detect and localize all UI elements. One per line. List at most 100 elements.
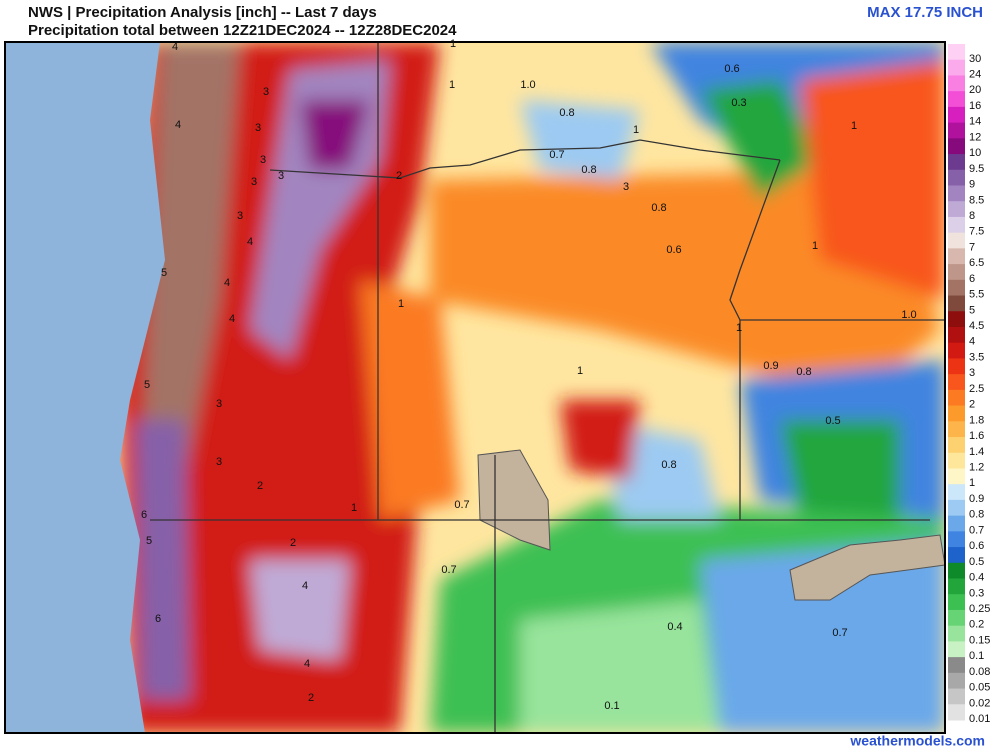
legend-swatch [948, 704, 965, 721]
legend-swatch [948, 609, 965, 627]
legend-label: 9 [969, 179, 975, 191]
legend-swatch [948, 342, 965, 359]
contour-label: 1 [736, 322, 742, 334]
legend-label: 6.5 [969, 257, 984, 269]
contour-label: 0.8 [661, 459, 676, 471]
legend-label: 0.5 [969, 556, 984, 568]
legend-label: 30 [969, 53, 981, 65]
legend-swatch [948, 138, 965, 155]
contour-label: 0.8 [581, 164, 596, 176]
contour-label: 1.0 [520, 79, 535, 91]
contour-label: 3 [255, 122, 261, 134]
contour-label: 4 [304, 658, 310, 670]
legend-label: 0.2 [969, 619, 984, 631]
legend-swatch [948, 468, 965, 485]
legend-swatch [948, 201, 965, 218]
contour-label: 0.7 [441, 564, 456, 576]
legend-label: 0.1 [969, 650, 984, 662]
legend-label: 1.6 [969, 430, 984, 442]
legend-swatch [948, 499, 965, 517]
contour-label: 1 [351, 502, 357, 514]
legend-label: 12 [969, 131, 981, 143]
legend-label: 8 [969, 210, 975, 222]
legend-label: 2.5 [969, 383, 984, 395]
contour-label: 2 [257, 480, 263, 492]
contour-label: 6 [141, 509, 147, 521]
legend-label: 24 [969, 68, 981, 80]
legend-label: 9.5 [969, 163, 984, 175]
legend-label: 5.5 [969, 289, 984, 301]
legend-swatch [948, 421, 965, 438]
contour-label: 0.6 [724, 63, 739, 75]
legend-label: 0.4 [969, 572, 984, 584]
legend-label: 5 [969, 304, 975, 316]
legend-swatch [948, 437, 965, 454]
legend-swatch [948, 264, 965, 281]
legend-label: 7.5 [969, 226, 984, 238]
legend-swatch [948, 562, 965, 580]
contour-label: 1 [633, 124, 639, 136]
legend-label: 0.9 [969, 493, 984, 505]
legend-swatch [948, 374, 965, 391]
legend-label: 20 [969, 84, 981, 96]
legend-label: 0.7 [969, 524, 984, 536]
contour-label: 0.7 [832, 627, 847, 639]
contour-label: 5 [144, 379, 150, 391]
legend-swatch [948, 578, 965, 595]
contour-label: 1 [450, 38, 456, 50]
legend-swatch [948, 389, 965, 407]
legend-label: 1.4 [969, 446, 984, 458]
map-frame [4, 41, 946, 734]
legend-label: 4 [969, 336, 975, 348]
legend-swatch [948, 75, 965, 92]
contour-label: 1 [398, 298, 404, 310]
legend-label: 0.15 [969, 634, 990, 646]
site-credit: weathermodels.com [849, 733, 985, 749]
contour-label: 0.5 [825, 415, 840, 427]
legend-swatch [948, 232, 965, 249]
contour-label: 0.1 [604, 700, 619, 712]
legend-swatch [948, 547, 965, 564]
contour-label: 0.8 [651, 202, 666, 214]
contour-label: 4 [224, 277, 230, 289]
contour-label: 5 [161, 267, 167, 279]
contour-label: 0.8 [559, 107, 574, 119]
legend-swatch [948, 405, 965, 422]
contour-label: 0.3 [731, 97, 746, 109]
map [5, 42, 945, 733]
legend-swatch [948, 154, 965, 171]
legend-swatch [948, 358, 965, 375]
contour-label: 1 [577, 365, 583, 377]
legend-label: 0.8 [969, 509, 984, 521]
legend-label: 8.5 [969, 194, 984, 206]
legend-swatch [948, 484, 965, 501]
legend-swatch [948, 672, 965, 690]
contour-label: 3 [216, 456, 222, 468]
legend-swatch [948, 326, 965, 344]
legend-label: 7 [969, 241, 975, 253]
legend-label: 6 [969, 273, 975, 285]
contour-label: 4 [229, 313, 235, 325]
legend-label: 1.8 [969, 414, 984, 426]
legend-label: 0.01 [969, 713, 990, 725]
legend-swatch [948, 295, 965, 312]
contour-label: 4 [247, 236, 253, 248]
legend-swatch [948, 688, 965, 705]
contour-label: 3 [216, 398, 222, 410]
legend-swatch [948, 185, 965, 202]
contour-label: 0.4 [667, 621, 682, 633]
contour-label: 3 [623, 181, 629, 193]
legend-swatch [948, 594, 965, 611]
title-line-1: NWS | Precipitation Analysis [inch] -- L… [28, 4, 377, 21]
legend: 302420161412109.598.587.576.565.554.543.… [948, 44, 990, 725]
legend-swatch [948, 657, 965, 674]
contour-label: 3 [251, 176, 257, 188]
title-line-2: Precipitation total between 12Z21DEC2024… [28, 22, 457, 39]
contour-label: 4 [302, 580, 308, 592]
contour-label: 4 [172, 41, 178, 53]
legend-label: 0.05 [969, 682, 990, 694]
legend-label: 14 [969, 116, 981, 128]
contour-label: 6 [155, 613, 161, 625]
